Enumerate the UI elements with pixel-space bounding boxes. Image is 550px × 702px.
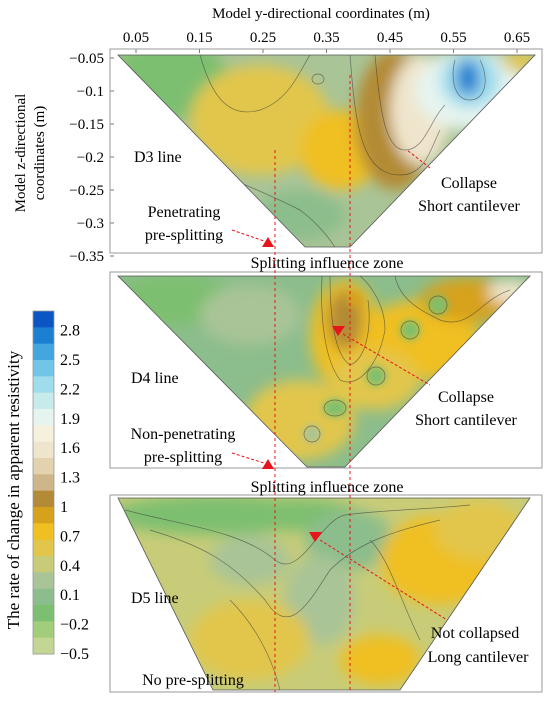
colorbar-tick-label: −0.5 — [60, 646, 89, 663]
y-axis: Model z-directional coordinates (m) −0.0… — [13, 51, 114, 265]
colorbar-swatch — [33, 409, 54, 426]
colorbar-label: The rate of change in apparent resistivi… — [4, 350, 23, 629]
colorbar-outline — [32, 310, 55, 655]
y-axis-label-line1: Model z-directional — [13, 94, 29, 213]
colorbar-tick-label: 2.2 — [60, 381, 80, 398]
colorbar-swatch — [33, 376, 54, 394]
x-tick-label: 0.05 — [123, 30, 149, 46]
colorbar: 2.8 2.5 2.2 1.9 1.6 1.3 1 0.7 0.4 0.1 −0.2 −0.5 The… — [4, 310, 89, 663]
d3-split-label-2: pre-splitting — [145, 227, 223, 244]
d5-line-label: D5 line — [131, 590, 179, 607]
panel-d5-frame — [109, 494, 543, 693]
x-tick-label: 0.15 — [186, 30, 212, 46]
x-axis: Model y-directional coordinates (m) 0.05… — [123, 6, 530, 53]
colorbar-swatch — [33, 311, 54, 328]
d3-collapse-label-1: Collapse — [441, 175, 497, 192]
colorbar-tick-label: 1.3 — [60, 470, 80, 487]
colorbar-swatch — [33, 425, 54, 443]
d4-pointer-line — [231, 452, 265, 464]
colorbar-swatch — [33, 605, 54, 622]
x-axis-label: Model y-directional coordinates (m) — [212, 6, 430, 22]
y-tick-label: −0.35 — [69, 249, 104, 265]
d3-presplit-marker — [262, 237, 274, 247]
colorbar-tick-label: 1 — [60, 499, 68, 516]
colorbar-tick-label: 0.1 — [60, 587, 80, 604]
x-tick-label: 0.35 — [313, 30, 339, 46]
colorbar-tick-label: 1.6 — [60, 440, 80, 457]
colorbar-swatch — [33, 343, 54, 361]
panel-d3: D3 line Collapse Short cantilever Penetr… — [117, 54, 536, 248]
colorbar-swatch — [33, 556, 54, 573]
y-tick-label: −0.1 — [77, 84, 104, 100]
x-tick-label: 0.25 — [250, 30, 276, 46]
colorbar-tick-label: 1.9 — [60, 411, 80, 428]
colorbar-swatch — [33, 572, 54, 590]
colorbar-swatch — [33, 507, 54, 524]
d4-collapse-pointer — [342, 333, 431, 386]
colorbar-tick-label: 0.7 — [60, 528, 80, 545]
d5-header: Splitting influence zone — [251, 479, 404, 496]
colorbar-swatch — [33, 441, 54, 459]
panel-frames — [109, 48, 543, 693]
panel-d4-frame — [109, 271, 543, 469]
y-tick-labels: −0.05 −0.1 −0.15 −0.2 −0.25 −0.3 −0.35 — [69, 51, 114, 265]
x-tick-label: 0.55 — [440, 30, 466, 46]
d3-pointer-line — [231, 229, 265, 242]
colorbar-swatch — [33, 539, 54, 557]
d3-line-label: D3 line — [134, 149, 182, 166]
panel-d4: Splitting influence zone — [117, 255, 531, 469]
colorbar-swatch — [33, 327, 54, 345]
d4-collapse-label-2: Short cantilever — [415, 412, 517, 429]
d3-collapse-label-2: Short cantilever — [418, 198, 520, 215]
d3-split-label-1: Penetrating — [148, 204, 221, 221]
d4-collapse-label-1: Collapse — [438, 389, 494, 406]
colorbar-tick-label: 2.5 — [60, 352, 80, 369]
d5-collapse-label-2: Long cantilever — [428, 649, 530, 666]
y-tick-label: −0.15 — [69, 117, 104, 133]
d3-contour-field — [118, 55, 535, 247]
colorbar-swatch — [33, 474, 54, 492]
splitting-zone-guides — [274, 75, 351, 692]
colorbar-tick-labels: 2.8 2.5 2.2 1.9 1.6 1.3 1 0.7 0.4 0.1 −0.2 −0.5 — [60, 323, 89, 663]
y-tick-label: −0.3 — [77, 216, 104, 232]
d4-presplit-marker — [262, 459, 274, 469]
colorbar-tick-label: −0.2 — [60, 617, 89, 634]
x-tick-labels: 0.05 0.15 0.25 0.35 0.45 0.55 0.65 — [123, 30, 530, 53]
d4-line-label: D4 line — [131, 370, 179, 387]
colorbar-swatch — [33, 637, 54, 655]
colorbar-swatch — [33, 490, 54, 508]
d4-header: Splitting influence zone — [251, 255, 404, 272]
colorbar-tick-label: 0.4 — [60, 558, 80, 575]
colorbar-swatch — [33, 588, 54, 606]
y-tick-label: −0.2 — [77, 150, 104, 166]
d5-collapse-marker — [309, 532, 322, 542]
colorbar-tick-label: 2.8 — [60, 323, 80, 340]
panel-d3-frame — [109, 48, 543, 254]
colorbar-swatch — [33, 458, 54, 475]
x-tick-label: 0.45 — [377, 30, 403, 46]
d4-collapse-marker — [332, 326, 345, 336]
panel-d5: Splitting influence zone D5 l — [117, 479, 531, 691]
y-tick-label: −0.25 — [69, 183, 104, 199]
d5-collapse-label-1: Not collapsed — [431, 625, 519, 642]
colorbar-swatch — [33, 523, 54, 541]
d4-split-label-1: Non-penetrating — [131, 426, 236, 443]
y-axis-label-line2: coordinates (m) — [32, 106, 48, 201]
colorbar-swatch — [33, 621, 54, 639]
colorbar-swatch — [33, 392, 54, 410]
x-tick-label: 0.65 — [504, 30, 530, 46]
d4-split-label-2: pre-splitting — [144, 449, 222, 466]
d5-split-label: No pre-splitting — [142, 672, 244, 689]
colorbar-swatch — [33, 360, 54, 377]
colorbar-swatches — [32, 310, 55, 655]
d5-collapse-pointer — [319, 539, 448, 621]
y-tick-label: −0.05 — [69, 51, 104, 67]
